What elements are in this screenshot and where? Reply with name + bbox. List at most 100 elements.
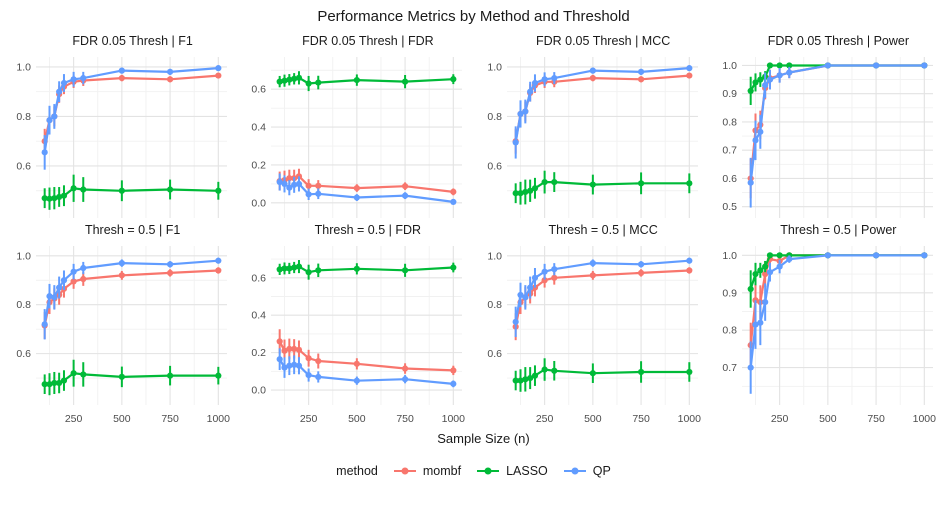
y-tick-label: 0.6 <box>722 173 737 185</box>
y-tick-label: 0.8 <box>16 299 31 311</box>
series-qp <box>512 65 692 159</box>
y-tick-label: 0.6 <box>487 160 502 172</box>
plot-area-power-row1: 0.5 0.6 0.7 0.8 0.9 1.0 <box>722 57 933 218</box>
legend-key-icon <box>563 467 586 475</box>
x-tick-label: 1000 <box>912 413 936 425</box>
y-tick-label: 0.0 <box>252 197 267 209</box>
plot-area-f1-row2: 0.6 0.8 1.0 250 500 750 1000 <box>16 246 231 425</box>
x-tick-label: 500 <box>348 413 366 425</box>
y-tick-label: 0.4 <box>252 122 267 134</box>
legend-item-lasso: LASSO <box>475 464 548 478</box>
facet-panel-2: FDR 0.05 Thresh | MCC 0.6 0.8 1.0 <box>477 32 706 221</box>
x-tick-label: 750 <box>867 413 885 425</box>
chart-title: Performance Metrics by Method and Thresh… <box>317 8 630 25</box>
legend-title: method <box>336 464 378 478</box>
facet-strip-label: FDR 0.05 Thresh | F1 <box>72 34 193 48</box>
plot-area-power-row2: 0.7 0.8 0.9 1.0 250 500 750 1000 <box>722 246 936 425</box>
series-lasso <box>276 71 457 92</box>
legend-item-label: QP <box>592 464 611 478</box>
y-tick-label: 0.7 <box>722 362 737 374</box>
plot-area-fdr-row1: 0.0 0.2 0.4 0.6 <box>252 57 463 218</box>
y-tick-label: 0.8 <box>487 299 502 311</box>
series-qp <box>41 65 222 170</box>
facet-strip-label: Thresh = 0.5 | Power <box>780 223 897 237</box>
y-tick-label: 0.4 <box>252 310 267 322</box>
x-tick-label: 1000 <box>207 413 231 425</box>
x-tick-label: 1000 <box>677 413 701 425</box>
y-tick-label: 0.6 <box>487 348 502 360</box>
series-qp <box>512 257 692 337</box>
legend-key-icon <box>393 467 416 475</box>
x-tick-label: 500 <box>819 413 837 425</box>
facet-panel-1: FDR 0.05 Thresh | FDR 0.0 0.2 0.4 0.6 <box>241 32 470 221</box>
facet-strip-label: FDR 0.05 Thresh | Power <box>767 34 910 48</box>
facet-strip-label: FDR 0.05 Thresh | MCC <box>535 34 671 48</box>
y-tick-label: 1.0 <box>487 250 502 262</box>
y-tick-label: 0.8 <box>16 111 31 123</box>
facet-strip-label: Thresh = 0.5 | FDR <box>314 223 422 237</box>
x-tick-label: 750 <box>397 413 415 425</box>
x-tick-label: 250 <box>300 413 318 425</box>
y-tick-label: 0.6 <box>16 160 31 172</box>
x-axis-title: Sample Size (n) <box>437 431 530 446</box>
x-tick-label: 750 <box>632 413 650 425</box>
facet-panel-4: Thresh = 0.5 | F1 0.6 0.8 1.0 250 500 750 1000 <box>6 221 235 430</box>
facet-panel-7: Thresh = 0.5 | Power 0.7 0.8 0.9 1.0 250 500 75… <box>712 221 941 430</box>
y-tick-label: 1.0 <box>722 250 737 262</box>
facet-panel-6: Thresh = 0.5 | MCC 0.6 0.8 1.0 250 500 750 1000 <box>477 221 706 430</box>
series-lasso <box>512 358 692 392</box>
y-tick-label: 0.9 <box>722 88 737 100</box>
plot-area-mcc-row1: 0.6 0.8 1.0 <box>487 57 698 218</box>
legend-item-label: mombf <box>422 464 462 478</box>
x-tick-label: 750 <box>161 413 179 425</box>
x-tick-label: 250 <box>65 413 83 425</box>
facet-panel-3: FDR 0.05 Thresh | Power 0.5 0.6 0.7 0.8 0.9 1.… <box>712 32 941 221</box>
y-tick-label: 0.0 <box>252 385 267 397</box>
chart-legend: method mombf LASSO QP <box>0 454 947 488</box>
x-tick-label: 250 <box>535 413 553 425</box>
y-tick-label: 0.8 <box>487 111 502 123</box>
legend-key-icon <box>477 467 500 475</box>
series-qp <box>276 173 457 205</box>
x-tick-label: 1000 <box>442 413 466 425</box>
y-tick-label: 1.0 <box>16 250 31 262</box>
facet-panel-grid: FDR 0.05 Thresh | F1 0.6 0.8 1.0 FDR 0.05 Th… <box>0 30 947 430</box>
series-qp <box>747 252 928 394</box>
series-lasso <box>41 359 222 396</box>
series-qp <box>747 62 928 208</box>
series-lasso <box>512 170 692 205</box>
y-tick-label: 0.8 <box>722 116 737 128</box>
y-tick-label: 0.8 <box>722 325 737 337</box>
x-tick-label: 500 <box>584 413 602 425</box>
series-lasso <box>41 174 222 210</box>
legend-item-qp: QP <box>562 464 611 478</box>
x-tick-label: 500 <box>113 413 131 425</box>
legend-items: mombf LASSO QP <box>392 464 611 478</box>
y-tick-label: 0.6 <box>16 348 31 360</box>
y-tick-label: 0.5 <box>722 201 737 213</box>
series-qp <box>276 348 457 388</box>
y-tick-label: 1.0 <box>487 61 502 73</box>
series-mombf <box>276 329 457 376</box>
y-tick-label: 1.0 <box>16 61 31 73</box>
facet-strip-label: Thresh = 0.5 | MCC <box>548 223 658 237</box>
y-tick-label: 0.6 <box>252 272 267 284</box>
series-lasso <box>276 260 457 280</box>
facet-strip-label: FDR 0.05 Thresh | FDR <box>302 34 434 48</box>
y-tick-label: 0.2 <box>252 347 267 359</box>
y-tick-label: 0.6 <box>252 84 267 96</box>
x-tick-label: 250 <box>771 413 789 425</box>
facet-panel-0: FDR 0.05 Thresh | F1 0.6 0.8 1.0 <box>6 32 235 221</box>
y-tick-label: 0.9 <box>722 287 737 299</box>
legend-item-label: LASSO <box>506 464 548 478</box>
series-qp <box>41 257 222 340</box>
y-tick-label: 1.0 <box>722 60 737 72</box>
facet-strip-label: Thresh = 0.5 | F1 <box>84 223 181 237</box>
plot-area-fdr-row2: 0.0 0.2 0.4 0.6 250 500 750 1000 <box>252 246 466 425</box>
facet-panel-5: Thresh = 0.5 | FDR 0.0 0.2 0.4 0.6 250 500 750 1… <box>241 221 470 430</box>
plot-area-f1-row1: 0.6 0.8 1.0 <box>16 57 227 218</box>
legend-item-mombf: mombf <box>392 464 461 478</box>
plot-area-mcc-row2: 0.6 0.8 1.0 250 500 750 1000 <box>487 246 701 425</box>
y-tick-label: 0.2 <box>252 159 267 171</box>
